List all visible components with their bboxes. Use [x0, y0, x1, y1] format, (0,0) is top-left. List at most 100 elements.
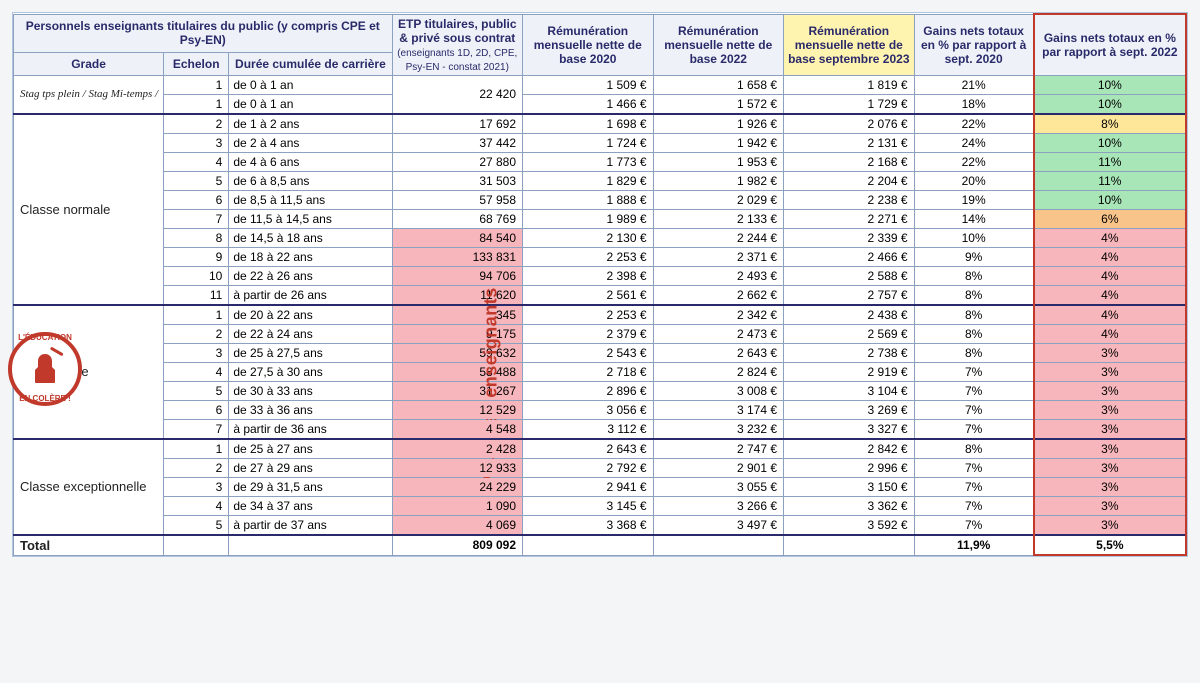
echelon-cell: 1 — [164, 305, 229, 325]
table-row: 10de 22 à 26 ans94 7062 398 €2 493 €2 58… — [14, 266, 1187, 285]
etp-cell: 59 632 — [392, 343, 523, 362]
header-etp: ETP titulaires, public & privé sous cont… — [392, 14, 523, 75]
header-gain2022: Gains nets totaux en % par rapport à sep… — [1034, 14, 1186, 75]
gain2022-cell: 3% — [1034, 439, 1186, 459]
echelon-cell: 7 — [164, 209, 229, 228]
value-cell: 2 238 € — [784, 190, 915, 209]
value-cell: 2 438 € — [784, 305, 915, 325]
gain2022-cell: 10% — [1034, 133, 1186, 152]
echelon-cell: 6 — [164, 400, 229, 419]
table-row: 5à partir de 37 ans4 0693 368 €3 497 €3 … — [14, 515, 1187, 535]
gain2022-cell: 3% — [1034, 362, 1186, 381]
grade-cell: Classe exceptionnelle — [14, 439, 164, 535]
gain2020-cell: 8% — [914, 324, 1034, 343]
gain2022-cell: 4% — [1034, 247, 1186, 266]
total-etp: 809 092 — [392, 535, 523, 556]
value-cell: 3 104 € — [784, 381, 915, 400]
total-blank — [784, 535, 915, 556]
gain2020-cell: 7% — [914, 419, 1034, 439]
gain2020-cell: 8% — [914, 285, 1034, 305]
duree-cell: de 18 à 22 ans — [229, 247, 392, 266]
value-cell: 2 561 € — [523, 285, 654, 305]
value-cell: 2 253 € — [523, 305, 654, 325]
value-cell: 1 926 € — [653, 114, 784, 134]
value-cell: 2 253 € — [523, 247, 654, 266]
etp-cell: 67,4% des enseignants31 267 — [392, 381, 523, 400]
echelon-cell: 11 — [164, 285, 229, 305]
table-row: 4de 34 à 37 ans1 0903 145 €3 266 €3 362 … — [14, 496, 1187, 515]
gain2020-cell: 19% — [914, 190, 1034, 209]
value-cell: 3 008 € — [653, 381, 784, 400]
echelon-cell: 8 — [164, 228, 229, 247]
value-cell: 1 819 € — [784, 75, 915, 94]
table-row: 4de 4 à 6 ans27 8801 773 €1 953 €2 168 €… — [14, 152, 1187, 171]
gain2020-cell: 21% — [914, 75, 1034, 94]
duree-cell: de 4 à 6 ans — [229, 152, 392, 171]
etp-cell: 4 548 — [392, 419, 523, 439]
table-row: 2de 27 à 29 ans12 9332 792 €2 901 €2 996… — [14, 458, 1187, 477]
value-cell: 2 662 € — [653, 285, 784, 305]
echelon-cell: 4 — [164, 152, 229, 171]
value-cell: 2 398 € — [523, 266, 654, 285]
logo-text-top: L'ÉDUCATION — [18, 333, 72, 342]
total-gain2022: 5,5% — [1034, 535, 1186, 556]
value-cell: 1 572 € — [653, 94, 784, 114]
value-cell: 3 056 € — [523, 400, 654, 419]
gain2020-cell: 7% — [914, 458, 1034, 477]
remuneration-table: Personnels enseignants titulaires du pub… — [13, 13, 1187, 556]
header-echelon: Echelon — [164, 53, 229, 75]
value-cell: 2 792 € — [523, 458, 654, 477]
gain2020-cell: 8% — [914, 343, 1034, 362]
table-row: 1de 0 à 1 an1 466 €1 572 €1 729 €18%10% — [14, 94, 1187, 114]
gain2020-cell: 18% — [914, 94, 1034, 114]
etp-cell: 133 831 — [392, 247, 523, 266]
value-cell: 2 473 € — [653, 324, 784, 343]
table-row: 3de 29 à 31,5 ans24 2292 941 €3 055 €3 1… — [14, 477, 1187, 496]
value-cell: 2 130 € — [523, 228, 654, 247]
gain2022-cell: 3% — [1034, 515, 1186, 535]
value-cell: 2 757 € — [784, 285, 915, 305]
value-cell: 2 204 € — [784, 171, 915, 190]
duree-cell: de 22 à 26 ans — [229, 266, 392, 285]
value-cell: 3 362 € — [784, 496, 915, 515]
value-cell: 1 953 € — [653, 152, 784, 171]
value-cell: 3 055 € — [653, 477, 784, 496]
duree-cell: de 0 à 1 an — [229, 94, 392, 114]
table-row: 2de 22 à 24 ans9 1752 379 €2 473 €2 569 … — [14, 324, 1187, 343]
value-cell: 2 569 € — [784, 324, 915, 343]
gain2020-cell: 9% — [914, 247, 1034, 266]
duree-cell: de 27,5 à 30 ans — [229, 362, 392, 381]
gain2022-cell: 3% — [1034, 343, 1186, 362]
table-row: Hors-classe1de 20 à 22 ans3452 253 €2 34… — [14, 305, 1187, 325]
gain2020-cell: 8% — [914, 439, 1034, 459]
value-cell: 1 729 € — [784, 94, 915, 114]
gain2020-cell: 7% — [914, 381, 1034, 400]
gain2020-cell: 8% — [914, 305, 1034, 325]
table-row: 3de 25 à 27,5 ans59 6322 543 €2 643 €2 7… — [14, 343, 1187, 362]
etp-cell: 12 933 — [392, 458, 523, 477]
duree-cell: de 14,5 à 18 ans — [229, 228, 392, 247]
gain2020-cell: 10% — [914, 228, 1034, 247]
gain2022-cell: 3% — [1034, 381, 1186, 400]
etp-cell: 58 488 — [392, 362, 523, 381]
value-cell: 2 718 € — [523, 362, 654, 381]
value-cell: 3 266 € — [653, 496, 784, 515]
echelon-cell: 6 — [164, 190, 229, 209]
grade-cell: Classe normale — [14, 114, 164, 305]
value-cell: 2 131 € — [784, 133, 915, 152]
total-label: Total — [14, 535, 164, 556]
duree-cell: de 25 à 27 ans — [229, 439, 392, 459]
etp-cell: 68 769 — [392, 209, 523, 228]
duree-cell: de 22 à 24 ans — [229, 324, 392, 343]
gain2020-cell: 14% — [914, 209, 1034, 228]
table-row: 4de 27,5 à 30 ans58 4882 718 €2 824 €2 9… — [14, 362, 1187, 381]
echelon-cell: 10 — [164, 266, 229, 285]
duree-cell: de 20 à 22 ans — [229, 305, 392, 325]
gain2022-cell: 4% — [1034, 324, 1186, 343]
table-row: 8de 14,5 à 18 ans84 5402 130 €2 244 €2 3… — [14, 228, 1187, 247]
value-cell: 1 888 € — [523, 190, 654, 209]
echelon-cell: 1 — [164, 94, 229, 114]
value-cell: 2 996 € — [784, 458, 915, 477]
etp-cell: 94 706 — [392, 266, 523, 285]
value-cell: 1 982 € — [653, 171, 784, 190]
